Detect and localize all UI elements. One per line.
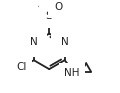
Text: Cl: Cl — [16, 62, 27, 72]
Text: O: O — [54, 2, 63, 12]
Text: N: N — [61, 37, 69, 47]
Text: NH: NH — [64, 68, 80, 78]
Text: S: S — [46, 11, 53, 21]
Text: N: N — [30, 37, 38, 47]
